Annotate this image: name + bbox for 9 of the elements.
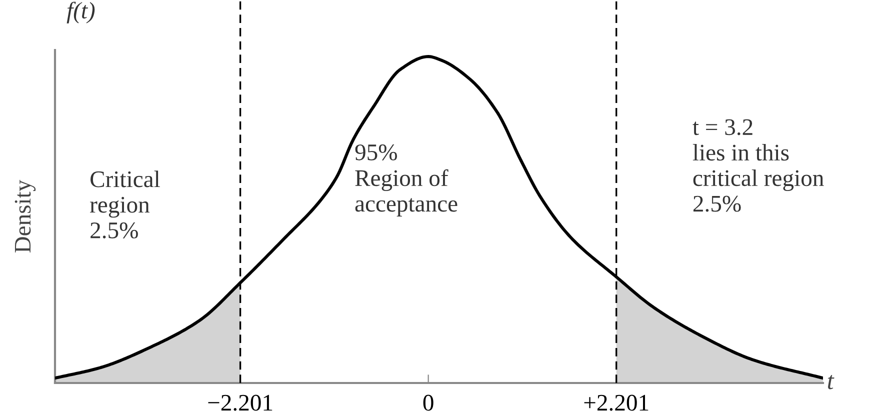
text: f(t) (66, 2, 95, 24)
x-tick-label: +2.201 (584, 394, 648, 411)
x-tick-label: 0 (423, 394, 434, 411)
x-axis-title: t (828, 374, 834, 390)
x-tick-label: −2.201 (208, 394, 272, 411)
annotation: t = 3.2 lies in this critical region 2.5% (692, 119, 824, 212)
y-axis-title: Density (14, 180, 36, 253)
annotation: 95% Region of acceptance (355, 144, 458, 216)
annotation: Critical region 2.5% (90, 170, 160, 238)
